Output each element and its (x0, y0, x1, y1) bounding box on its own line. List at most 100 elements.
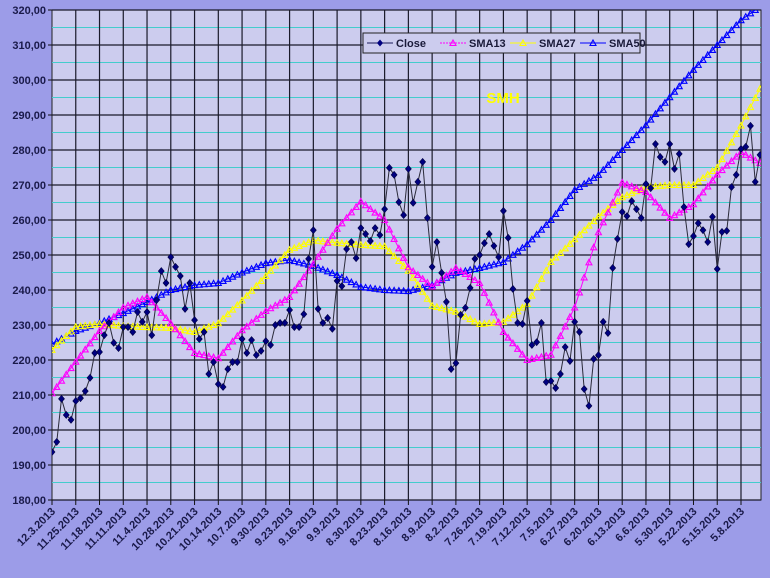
sma27-point (623, 191, 631, 199)
sma13-point (413, 270, 422, 279)
close-point (186, 279, 194, 287)
legend-label-sma50: SMA50 (609, 38, 646, 50)
close-point (214, 380, 222, 389)
sma27-point (432, 302, 441, 310)
sma50-point (732, 20, 741, 29)
sma27-point (304, 238, 313, 246)
gridlines (52, 9, 761, 501)
y-tick-label: 250,00 (12, 250, 46, 262)
sma27-point (190, 327, 199, 336)
sma13-point (233, 331, 242, 339)
sma27-point (352, 240, 361, 248)
close-point (533, 338, 541, 347)
sma13-point (195, 349, 204, 358)
sma13-point (328, 231, 337, 239)
close-point (481, 239, 488, 248)
sma13-point (356, 197, 365, 205)
close-point (229, 358, 236, 367)
sma50-point (675, 82, 684, 90)
sma27-point (90, 320, 99, 328)
sma27-point (290, 243, 299, 251)
sma27-point (195, 326, 204, 334)
sma50-point (285, 255, 294, 263)
close-point (319, 318, 327, 327)
sma27-point (580, 226, 589, 234)
close-point (661, 157, 669, 166)
sma50-point (594, 170, 603, 178)
sma50-point (271, 257, 280, 265)
sma27-point (751, 93, 760, 101)
sma13-point (580, 273, 589, 281)
sma50-point (200, 280, 208, 288)
close-point (162, 279, 170, 287)
sma13-point (100, 322, 109, 330)
sma50-point (623, 140, 631, 149)
sma13-point (228, 337, 237, 345)
sma27-point (542, 266, 551, 274)
sma50-point (527, 235, 536, 243)
sma50-point (466, 265, 475, 273)
sma13-point (366, 204, 375, 212)
sma27-point (181, 326, 189, 334)
close-point (338, 282, 346, 291)
close-point (400, 211, 408, 220)
sma50-point (722, 30, 731, 39)
sma27-point (537, 274, 546, 282)
sma13-point (290, 286, 299, 294)
close-point (538, 318, 545, 327)
sma13-point (371, 208, 380, 216)
sma13-point (713, 170, 722, 178)
sma27-point (223, 310, 232, 318)
sma27-point (71, 322, 80, 330)
sma13-point (523, 355, 532, 364)
close-point (248, 336, 255, 345)
sma27-point (575, 230, 584, 238)
sma27-point (333, 238, 342, 246)
sma50-point (665, 93, 674, 101)
sma27-point (489, 318, 498, 326)
sma50-point (209, 279, 218, 287)
sma27-point (532, 283, 541, 291)
sma13-point (352, 202, 361, 210)
close-point (333, 276, 341, 285)
sma27-point (138, 322, 147, 330)
close-point (115, 344, 122, 353)
sma13-point (599, 218, 608, 226)
sma27-point (133, 322, 142, 330)
sma27-point (114, 321, 123, 329)
y-tick-label: 300,00 (12, 75, 46, 87)
sma27-point (589, 216, 598, 225)
close-point (457, 310, 465, 319)
sma13-point (390, 234, 399, 242)
sma27-point (209, 320, 218, 329)
sma13-point (342, 213, 351, 221)
sma13-point (527, 354, 536, 363)
close-point (100, 331, 108, 340)
close-point (200, 328, 208, 336)
sma27-point (451, 307, 460, 315)
close-point (618, 207, 626, 216)
sma13-point (62, 370, 71, 378)
sma13-point (741, 150, 750, 158)
sma50-point (632, 130, 641, 139)
sma50-point (485, 261, 494, 269)
sma13-point (504, 333, 513, 341)
close-point (690, 232, 697, 241)
sma27-point (599, 208, 608, 216)
sma13-point (418, 274, 427, 282)
close-point (438, 268, 446, 277)
sma27-point (665, 180, 674, 189)
sma27-point (656, 181, 665, 189)
sma13-point (114, 308, 123, 316)
sma27-point (299, 239, 308, 248)
sma13-point (499, 327, 508, 336)
y-tick-label: 270,00 (12, 180, 46, 192)
sma13-point (394, 244, 403, 252)
close-point (671, 164, 678, 173)
sma27-point (157, 323, 166, 331)
close-point (747, 121, 754, 130)
sma50-point (413, 284, 422, 292)
close-point (523, 296, 531, 305)
sma13-point (432, 278, 441, 286)
y-tick-label: 190,00 (12, 460, 46, 472)
